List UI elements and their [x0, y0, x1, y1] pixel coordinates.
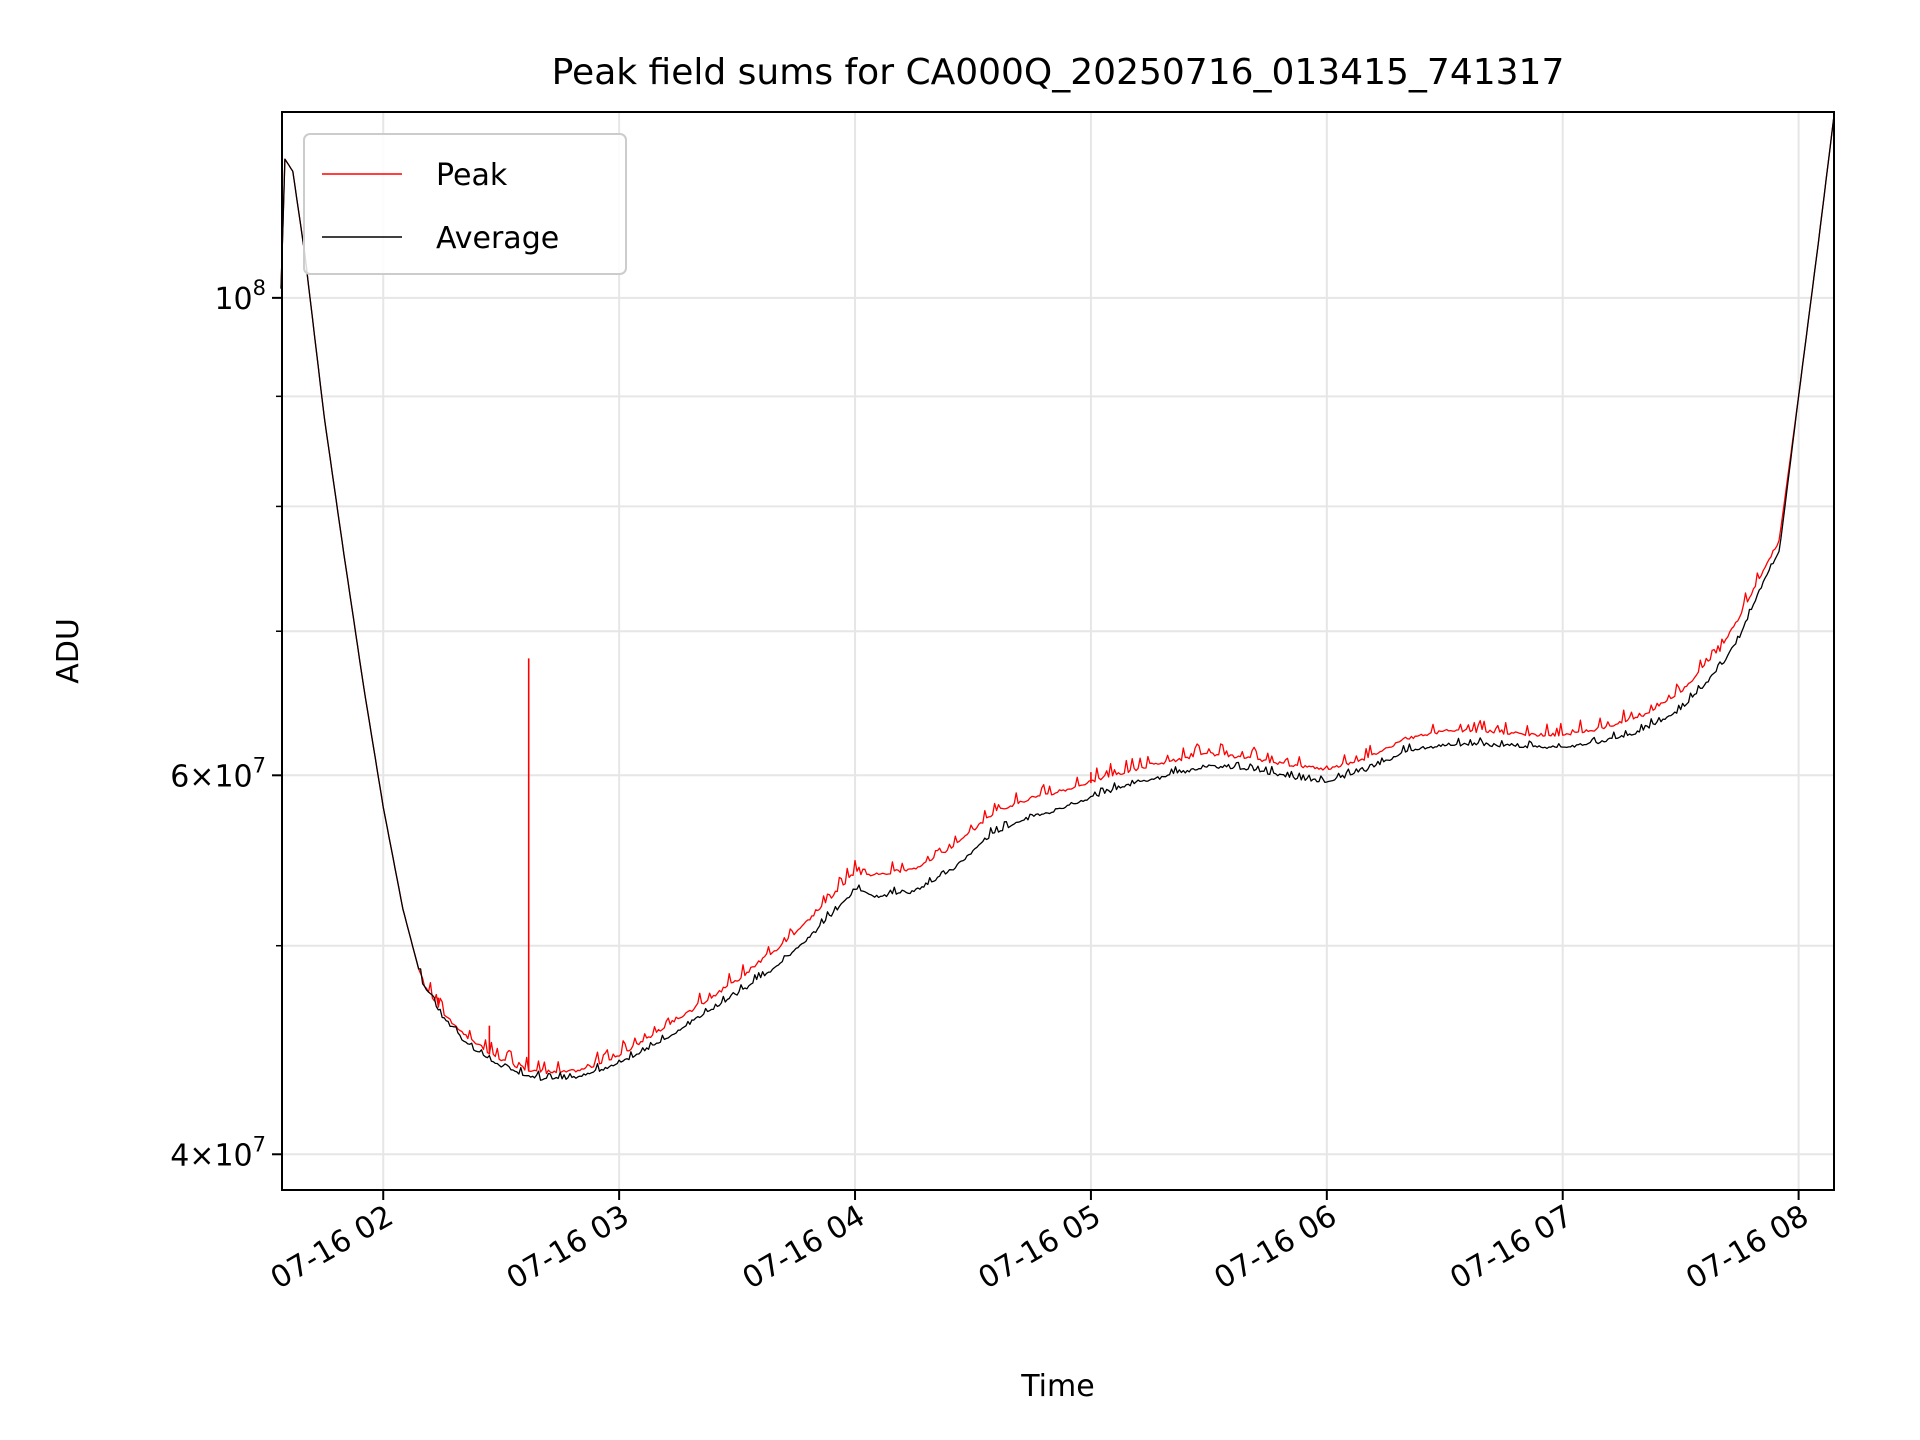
y-tick-label: 4×107: [170, 1132, 266, 1173]
series-average: [280, 115, 1835, 1081]
legend-label: Average: [436, 221, 559, 256]
series-peak: [280, 115, 1835, 1075]
plot-frame: [281, 111, 1835, 1191]
y-axis-label: ADU: [51, 618, 86, 684]
legend-label: Peak: [436, 158, 508, 193]
series-line-peak: [280, 115, 1835, 1075]
y-tick-label: 6×107: [170, 753, 266, 794]
series-line-average: [280, 115, 1835, 1081]
chart-title: Peak field sums for CA000Q_20250716_0134…: [552, 52, 1565, 93]
x-axis-label: Time: [1020, 1369, 1094, 1404]
legend-box: [303, 133, 627, 275]
y-tick-label: 108: [214, 276, 266, 317]
grid: [282, 112, 1834, 1190]
legend: Peak Average: [303, 133, 627, 275]
series-layer: [280, 115, 1835, 1081]
